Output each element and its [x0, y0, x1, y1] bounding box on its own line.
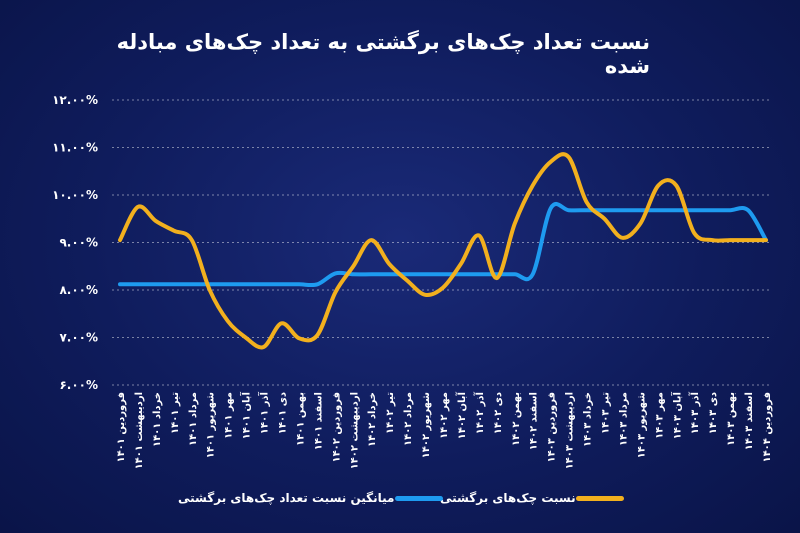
- x-tick-label: مرداد ۱۴۰۳: [618, 392, 629, 446]
- x-tick-label: آبان ۱۴۰۱: [240, 391, 253, 439]
- x-tick-label: آبان ۱۴۰۲: [455, 391, 468, 439]
- legend-label-average: میانگین نسبت تعداد چک‌های برگشتی: [178, 491, 395, 505]
- x-tick-label: شهریور ۱۴۰۱: [206, 392, 217, 459]
- x-tick-label: مهر ۱۴۰۱: [224, 392, 235, 439]
- x-tick-label: تیر ۱۴۰۳: [601, 392, 612, 434]
- y-tick-label: ۹.۰۰%: [59, 236, 98, 250]
- x-tick-label: خرداد ۱۴۰۳: [583, 392, 594, 447]
- x-axis-ticks: فروردین ۱۴۰۱ اردیبهشت ۱۴۰۱ خرداد ۱۴۰۱ تیر ۱…: [116, 391, 773, 469]
- x-tick-label: دی ۱۴۰۳: [708, 392, 719, 434]
- x-tick-label: اسفند ۱۴۰۳: [744, 392, 755, 450]
- chart-title: نسبت تعداد چک‌های برگشتی به تعداد چک‌های…: [116, 30, 650, 78]
- x-tick-label: فروردین ۱۴۰۳: [547, 392, 558, 463]
- x-tick-label: آذر ۱۴۰۳: [688, 391, 701, 434]
- x-tick-label: فروردین ۱۴۰۲: [331, 392, 342, 463]
- y-tick-label: ۱۱.۰۰%: [52, 141, 98, 155]
- x-tick-label: دی ۱۴۰۱: [278, 392, 289, 434]
- legend-swatch-average: [394, 495, 443, 501]
- x-tick-label: فروردین ۱۴۰۴: [762, 392, 773, 463]
- x-tick-label: خرداد ۱۴۰۱: [152, 392, 163, 447]
- x-tick-label: آبان ۱۴۰۳: [670, 391, 683, 439]
- x-tick-label: اردیبهشت ۱۴۰۳: [565, 392, 576, 469]
- x-tick-label: تیر ۱۴۰۱: [170, 392, 181, 434]
- series-lines: [118, 152, 768, 350]
- y-tick-label: ۱۲.۰۰%: [52, 93, 98, 107]
- x-tick-label: مرداد ۱۴۰۲: [403, 392, 414, 446]
- x-tick-label: مهر ۱۴۰۳: [654, 392, 665, 439]
- x-tick-label: تیر ۱۴۰۲: [385, 392, 396, 434]
- x-tick-label: مرداد ۱۴۰۱: [188, 392, 199, 446]
- x-tick-label: دی ۱۴۰۲: [493, 392, 504, 434]
- x-tick-label: اسفند ۱۴۰۱: [313, 392, 324, 450]
- x-tick-label: اردیبهشت ۱۴۰۲: [349, 392, 360, 469]
- y-tick-label: ۱۰.۰۰%: [52, 188, 98, 202]
- x-tick-label: شهریور ۱۴۰۲: [421, 392, 432, 459]
- x-tick-label: بهمن ۱۴۰۱: [295, 392, 306, 446]
- legend-item-ratio: نسبت چک‌های برگشتی: [440, 488, 632, 508]
- y-tick-label: ۶.۰۰%: [59, 378, 98, 392]
- x-tick-label: مهر ۱۴۰۲: [439, 392, 450, 439]
- legend-label-ratio: نسبت چک‌های برگشتی: [440, 491, 576, 505]
- y-axis-ticks: ۱۲.۰۰% ۱۱.۰۰% ۱۰.۰۰% ۹.۰۰% ۸.۰۰% ۷.۰۰% ۶.۰۰%: [52, 93, 98, 392]
- series-line-ratio: [118, 152, 768, 350]
- y-tick-label: ۷.۰۰%: [59, 331, 98, 345]
- x-tick-label: آذر ۱۴۰۲: [473, 391, 486, 434]
- legend-item-average: میانگین نسبت تعداد چک‌های برگشتی: [178, 488, 451, 508]
- x-tick-label: شهریور ۱۴۰۳: [636, 392, 647, 459]
- x-tick-label: فروردین ۱۴۰۱: [116, 392, 127, 463]
- x-tick-label: آذر ۱۴۰۱: [258, 391, 271, 434]
- grid-lines: [112, 99, 770, 386]
- y-tick-label: ۸.۰۰%: [59, 283, 98, 297]
- series-line-average: [118, 202, 768, 288]
- legend-swatch-ratio: [575, 495, 624, 501]
- x-tick-label: خرداد ۱۴۰۲: [367, 392, 378, 447]
- x-tick-label: بهمن ۱۴۰۳: [726, 392, 737, 446]
- x-tick-label: اردیبهشت ۱۴۰۱: [134, 392, 145, 469]
- x-tick-label: بهمن ۱۴۰۲: [511, 392, 522, 446]
- x-tick-label: اسفند ۱۴۰۲: [529, 392, 540, 450]
